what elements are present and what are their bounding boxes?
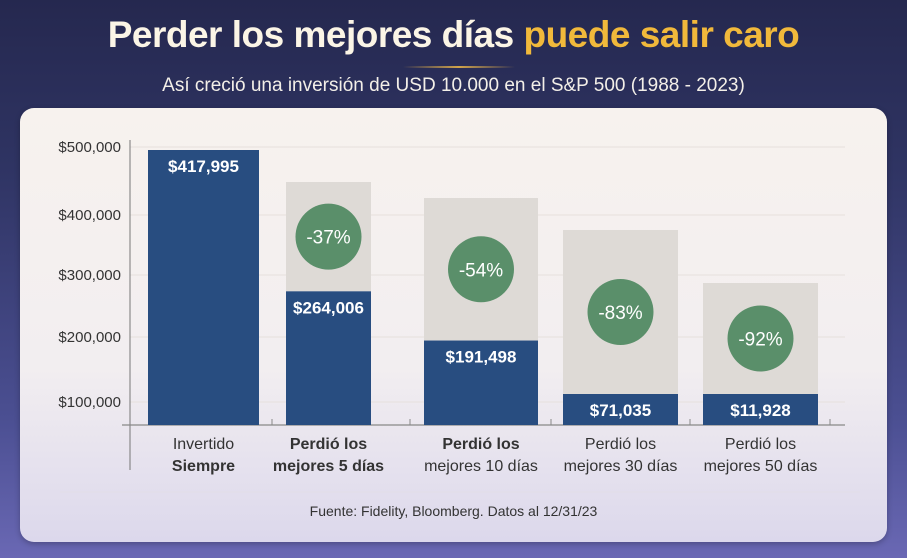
- y-tick-label: $200,000: [58, 329, 121, 346]
- bar-value-label: $264,006: [293, 298, 364, 317]
- bar-value-label: $71,035: [590, 401, 651, 420]
- loss-badge: [295, 203, 362, 270]
- loss-percent-label: -54%: [459, 260, 503, 281]
- bar: [703, 394, 818, 425]
- y-tick-label: $100,000: [58, 394, 121, 411]
- y-tick-label: $400,000: [58, 207, 121, 224]
- category-label: Perdió los: [725, 436, 796, 453]
- category-label: Invertido: [173, 436, 234, 453]
- loss-percent-label: -37%: [306, 228, 350, 249]
- source-note: Fuente: Fidelity, Bloomberg. Datos al 12…: [309, 503, 598, 519]
- title-divider: [403, 66, 515, 68]
- y-tick-label: $300,000: [58, 267, 121, 284]
- y-tick-label: $500,000: [58, 139, 121, 156]
- loss-badge: [587, 279, 654, 345]
- bar: [148, 150, 259, 425]
- title-highlight: puede salir caro: [523, 14, 800, 55]
- category-label: Siempre: [172, 458, 235, 475]
- loss-badge: [448, 236, 514, 303]
- title-main: Perder los mejores días: [107, 14, 514, 55]
- loss-percent-label: -92%: [738, 330, 782, 351]
- category-label: mejores 30 días: [564, 458, 678, 475]
- category-label: Perdió los: [290, 436, 367, 453]
- bar: [424, 340, 538, 425]
- bar: [286, 291, 371, 425]
- bar-value-label: $191,498: [446, 348, 517, 367]
- subtitle: Así creció una inversión de USD 10.000 e…: [162, 75, 745, 96]
- category-label: mejores 5 días: [273, 458, 384, 475]
- loss-badge: [727, 305, 794, 372]
- category-label: mejores 50 días: [704, 458, 818, 475]
- page-title: Perder los mejores días puede salir caro: [0, 14, 907, 56]
- category-label: mejores 10 días: [424, 458, 538, 475]
- bar-value-label: $11,928: [730, 401, 791, 420]
- loss-percent-label: -83%: [598, 303, 642, 324]
- category-label: Perdió los: [585, 436, 656, 453]
- category-label: Perdió los: [442, 436, 519, 453]
- bar: [563, 394, 678, 425]
- bar-value-label: $417,995: [168, 157, 239, 176]
